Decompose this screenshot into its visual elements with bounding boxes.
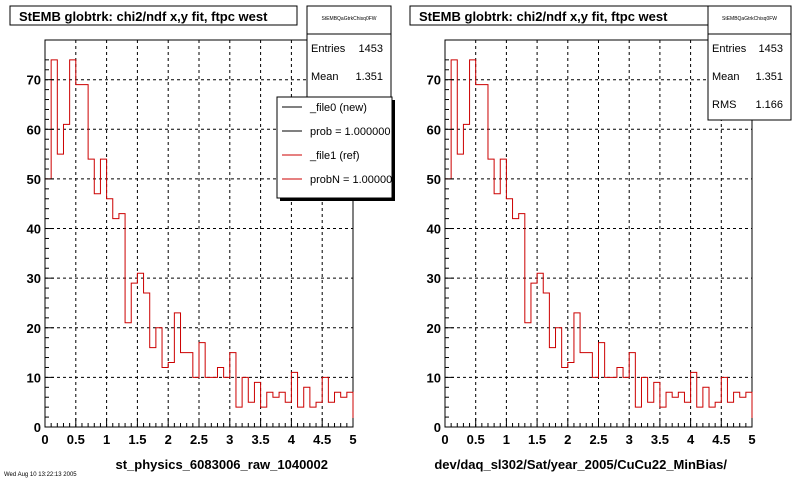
stats-label-mean: Mean: [311, 71, 339, 83]
x-tick-label: 0.5: [467, 432, 485, 447]
stats-label-entries: Entries: [712, 43, 747, 55]
stats-value-mean: 1.351: [355, 71, 383, 83]
x-tick-label: 3: [626, 432, 633, 447]
stats-box: [707, 5, 792, 121]
x-tick-label: 1.5: [528, 432, 546, 447]
stats-title: StEMBQaGtrkChisq0FW: [321, 16, 376, 22]
legend-frame: [276, 96, 393, 199]
stats-value-rms: 1.166: [755, 99, 783, 111]
x-tick-label: 4.5: [313, 432, 331, 447]
x-tick-label: 2: [165, 432, 172, 447]
y-tick-label: 20: [27, 321, 41, 336]
stats-label-entries: Entries: [311, 43, 346, 55]
y-tick-label: 0: [434, 420, 441, 435]
y-tick-label: 10: [427, 370, 441, 385]
y-tick-label: 10: [27, 370, 41, 385]
x-tick-label: 4.5: [712, 432, 730, 447]
x-tick-label: 2.5: [589, 432, 607, 447]
stats-value-entries: 1453: [359, 43, 383, 55]
x-tick-label: 3: [226, 432, 233, 447]
x-tick-label: 4: [687, 432, 695, 447]
y-tick-label: 40: [27, 222, 41, 237]
x-axis-title: dev/daq_sl302/Sat/year_2005/CuCu22_MinBi…: [434, 457, 727, 472]
stats-value-entries: 1453: [759, 43, 783, 55]
x-tick-label: 1: [503, 432, 510, 447]
x-tick-label: 4: [288, 432, 296, 447]
chart-title: StEMB globtrk: chi2/ndf x,y fit, ftpc we…: [419, 9, 668, 24]
x-tick-label: 2: [564, 432, 571, 447]
stats-label-mean: Mean: [712, 71, 740, 83]
y-tick-label: 70: [427, 73, 441, 88]
y-tick-label: 20: [427, 321, 441, 336]
y-tick-label: 70: [27, 73, 41, 88]
legend-entry: _file1 (ref): [309, 150, 360, 162]
chart-title: StEMB globtrk: chi2/ndf x,y fit, ftpc we…: [19, 9, 268, 24]
stats-label-rms: RMS: [712, 99, 736, 111]
y-tick-label: 30: [427, 271, 441, 286]
x-tick-label: 0: [441, 432, 448, 447]
footer-timestamp: Wed Aug 10 13:22:13 2005: [4, 472, 77, 478]
histogram-line-ref: [444, 59, 753, 427]
left-histogram-panel: 0 0.5 1 1.5 2 2.5 3 3.5 4 4.5 5010203040506070st_p…: [9, 5, 392, 472]
y-tick-label: 50: [427, 172, 441, 187]
x-tick-label: 5: [748, 432, 755, 447]
y-tick-label: 30: [27, 271, 41, 286]
legend-box: _file0 (new) prob = 1.000000 _file1 (ref) p…: [276, 96, 398, 201]
x-tick-label: 3.5: [252, 432, 270, 447]
legend-entry: probN = 1.000000: [310, 174, 398, 186]
title-box: [9, 5, 298, 26]
histogram-line-ref: [44, 59, 354, 427]
x-tick-label: 1: [103, 432, 110, 447]
x-tick-label: 1.5: [128, 432, 146, 447]
y-tick-label: 60: [27, 122, 41, 137]
y-tick-label: 60: [427, 122, 441, 137]
x-tick-label: 2.5: [190, 432, 208, 447]
legend-entry: _file0 (new): [309, 102, 367, 114]
legend-entry: prob = 1.000000: [310, 126, 390, 138]
x-axis-title: st_physics_6083006_raw_1040002: [115, 457, 328, 472]
x-tick-label: 0.5: [67, 432, 85, 447]
y-tick-label: 0: [34, 420, 41, 435]
x-tick-label: 0: [41, 432, 48, 447]
x-tick-label: 3.5: [651, 432, 669, 447]
x-tick-label: 5: [349, 432, 356, 447]
y-tick-label: 40: [427, 222, 441, 237]
right-histogram-panel: 0 0.5 1 1.5 2 2.5 3 3.5 4 4.5 5010203040506070dev/…: [409, 5, 792, 472]
stats-title: StEMBQaGtrkChisq0FW: [722, 16, 777, 22]
y-tick-label: 50: [27, 172, 41, 187]
stats-value-mean: 1.351: [755, 71, 783, 83]
